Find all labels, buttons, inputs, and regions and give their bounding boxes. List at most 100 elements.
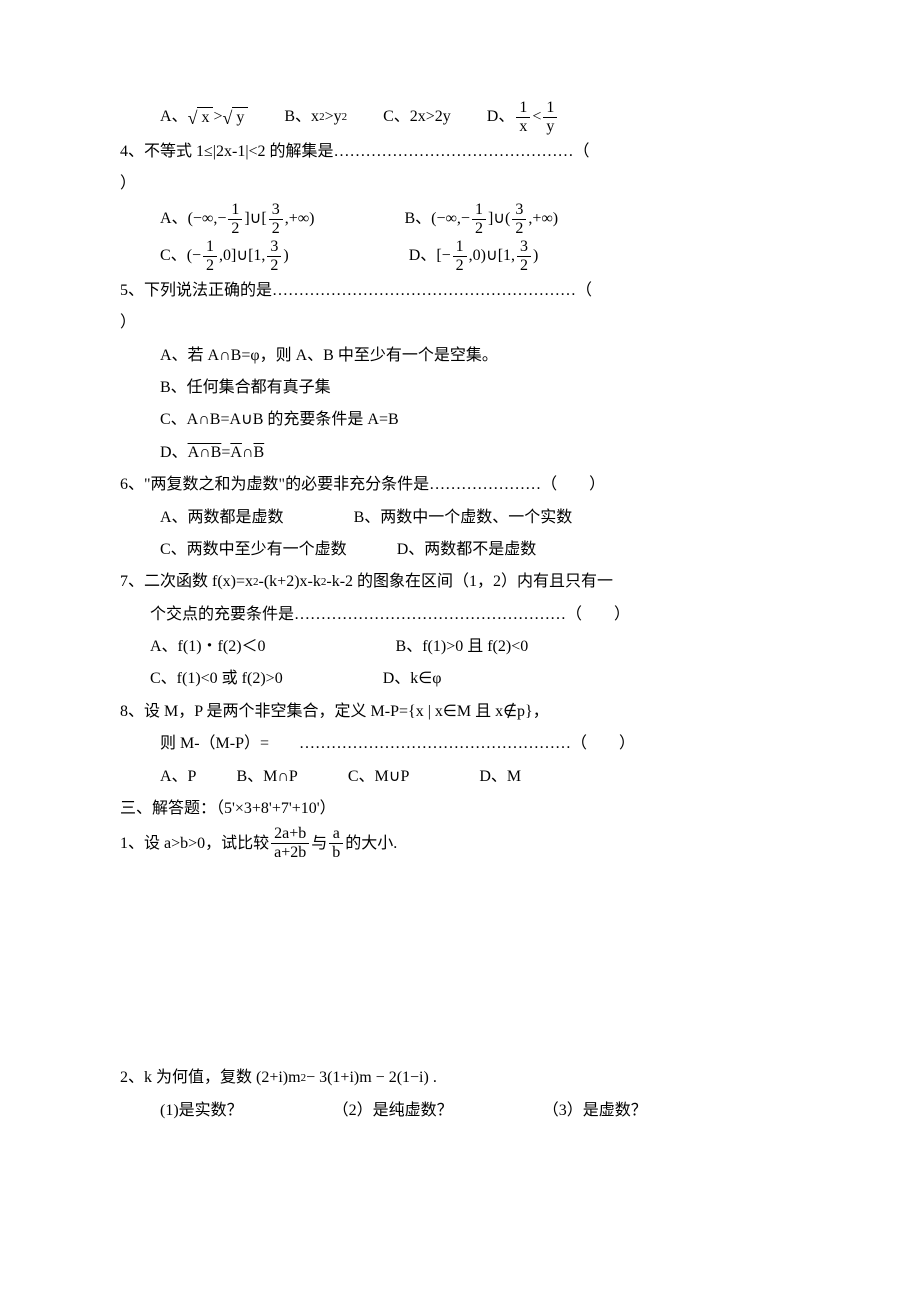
q4-stem: 4、不等式 1≤|2x-1|<2 的解集是 ……………………………………… （ (120, 137, 810, 167)
q5-paren-close: ） (120, 308, 136, 338)
q7-d: 个交点的充要条件是 (150, 600, 294, 630)
q4-d-f2: 32 (517, 239, 531, 274)
p2-b: − 3(1+i)m − 2(1−i) . (306, 1063, 437, 1093)
q4-paren-close-row: ） (120, 169, 810, 199)
q5-paren-open: （ (576, 276, 592, 306)
q4-b-open: (−∞,− (431, 204, 470, 234)
q4-a-pre: A、 (160, 204, 188, 234)
q3-opt-d: D、 1x < 1y (487, 100, 560, 135)
q6-stem: 6、"两复数之和为虚数"的必要非充分条件是 ………………… （ ） (120, 470, 810, 500)
q5-opt-c: C、A∩B=A∪B 的充要条件是 A=B (120, 405, 810, 435)
q4-stem-text: 4、不等式 1≤|2x-1|<2 的解集是 (120, 137, 334, 167)
q4-row2: C、 (− 12 ,0]∪[1, 32 ) D、 [− 12 ,0)∪[1, 3… (120, 239, 810, 274)
q7-row2: C、f(1)<0 或 f(2)>0 D、k∈φ (120, 664, 810, 694)
q4-b-f1: 12 (472, 202, 486, 237)
q4-b-close: ,+∞) (528, 204, 558, 234)
q5-d-left: A∩B (188, 438, 222, 468)
q8-a: 8、设 M，P 是两个非空集合，定义 M-P= (120, 697, 408, 727)
q6-dots: ………………… (429, 470, 541, 500)
q4-c-open: (− (187, 241, 201, 271)
p1-a: 1、设 a>b>0，试比较 (120, 829, 269, 859)
p2-sub2: （2）是纯虚数？ (333, 1096, 453, 1126)
p2-a: 2、k 为何值，复数 (2+i)m (120, 1063, 301, 1093)
sqrt-x: √x (188, 107, 214, 127)
q4-opt-c: C、 (− 12 ,0]∪[1, 32 ) (160, 239, 289, 274)
q5-d-r2: B (254, 438, 265, 468)
q5-stem-text: 5、下列说法正确的是 (120, 276, 272, 306)
q7-dots: …………………………………………… (294, 600, 566, 630)
q4-a-open: (−∞,− (188, 204, 227, 234)
q3-d-pre: D、 (487, 102, 515, 132)
q5-opt-b: B、任何集合都有真子集 (120, 373, 810, 403)
q4-c-close: ) (283, 241, 288, 271)
q4-d-open: [− (436, 241, 450, 271)
q3-b-sup2: 2 (342, 107, 348, 128)
p1-f2: ab (329, 826, 343, 861)
q7-opt-a: A、f(1)・f(2)＜0 (150, 632, 266, 662)
q8-stem1: 8、设 M，P 是两个非空集合，定义 M-P= { x | x∈M 且 x∉p … (120, 697, 810, 727)
q5-opt-d: D、 A∩B = A ∩ B (120, 438, 810, 468)
q4-c-f2: 32 (267, 239, 281, 274)
q6-row2: C、两数中至少有一个虚数 D、两数都不是虚数 (120, 535, 810, 565)
q7-paren: （ ） (566, 600, 630, 630)
q4-c-f1: 12 (203, 239, 217, 274)
q8-opt-b: B、M∩P (236, 762, 297, 792)
q6-stem-text: 6、"两复数之和为虚数"的必要非充分条件是 (120, 470, 429, 500)
q3-a-gt: > (213, 102, 222, 132)
p2-stem: 2、k 为何值，复数 (2+i)m2 − 3(1+i)m − 2(1−i) . (120, 1063, 810, 1093)
q6-opt-c: C、两数中至少有一个虚数 (160, 535, 347, 565)
frac-1-x: 1x (516, 100, 530, 135)
q7-b: -(k+2)x-k (259, 567, 321, 597)
q8-brace-open: { (408, 697, 416, 727)
q7-opt-d: D、k∈φ (383, 664, 442, 694)
p1-stem: 1、设 a>b>0，试比较 2a+ba+2b 与 ab 的大小. (120, 826, 810, 861)
section3-title: 三、解答题：（5'×3+8'+7'+10'） (120, 794, 810, 824)
q3-b-2: >y (325, 102, 342, 132)
q7-row1: A、f(1)・f(2)＜0 B、f(1)>0 且 f(2)<0 (120, 632, 810, 662)
q7-c: -k-2 的图象在区间（1，2）内有且只有一 (326, 567, 613, 597)
q8-paren: （ ） (571, 729, 635, 759)
p2-sub1: (1)是实数？ (160, 1096, 243, 1126)
q4-a-close: ,+∞) (285, 204, 315, 234)
q6-opt-d: D、两数都不是虚数 (397, 535, 537, 565)
q4-a-mid: ]∪[ (244, 204, 266, 234)
q5-opt-a: A、若 A∩B=φ，则 A、B 中至少有一个是空集。 (120, 341, 810, 371)
q4-row1: A、 (−∞,− 12 ]∪[ 32 ,+∞) B、 (−∞,− 12 ]∪( … (120, 202, 810, 237)
q4-opt-b: B、 (−∞,− 12 ]∪( 32 ,+∞) (404, 202, 558, 237)
q4-d-close: ) (533, 241, 538, 271)
q8-stem2: 则 M-（M-P）= …………………………………………… （ ） (120, 729, 810, 759)
q8-set-body: x | x∈M 且 x∉p (416, 697, 525, 727)
q6-opt-a: A、两数都是虚数 (160, 503, 284, 533)
q8-brace-close: } (525, 697, 533, 727)
frac-1-y: 1y (543, 100, 557, 135)
sqrt-y: √y (222, 107, 248, 127)
q7-stem2: 个交点的充要条件是 …………………………………………… （ ） (120, 600, 810, 630)
q6-row1: A、两数都是虚数 B、两数中一个虚数、一个实数 (120, 503, 810, 533)
q8-opt-a: A、P (160, 762, 196, 792)
q7-opt-c: C、f(1)<0 或 f(2)>0 (150, 664, 283, 694)
q6-paren: （ ） (541, 470, 605, 500)
q7-opt-b: B、f(1)>0 且 f(2)<0 (396, 632, 529, 662)
q4-b-mid: ]∪( (488, 204, 510, 234)
q8-b: 则 M-（M-P）= (160, 729, 269, 759)
q4-d-pre: D、 (409, 241, 437, 271)
q3-b-1: B、x (284, 102, 319, 132)
p2-subs: (1)是实数？ （2）是纯虚数？ （3）是虚数？ (120, 1096, 810, 1126)
p1-f1: 2a+ba+2b (271, 826, 309, 861)
q4-dots: ……………………………………… (334, 137, 574, 167)
q4-c-pre: C、 (160, 241, 187, 271)
q3-options: A、 √x > √y B、x2>y2 C、2x>2y D、 1x < 1y (120, 100, 810, 135)
p1-tail: 的大小. (345, 829, 397, 859)
q8-opt-c: C、M∪P (348, 762, 410, 792)
q4-c-mid: ,0]∪[1, (219, 241, 265, 271)
q5-stem: 5、下列说法正确的是 ………………………………………………… （ (120, 276, 810, 306)
q8-opts: A、P B、M∩P C、M∪P D、M (120, 762, 810, 792)
q3-opt-b: B、x2>y2 (284, 102, 347, 132)
p1-mid: 与 (311, 829, 327, 859)
q7-stem1: 7、二次函数 f(x)=x2-(k+2)x-k2-k-2 的图象在区间（1，2）… (120, 567, 810, 597)
q8-opt-d: D、M (479, 762, 521, 792)
q4-opt-d: D、 [− 12 ,0)∪[1, 32 ) (409, 239, 539, 274)
q5-d-pre: D、 (160, 438, 188, 468)
q3-opt-a: A、 √x > √y (160, 102, 248, 132)
q4-paren-close: ） (120, 169, 136, 199)
